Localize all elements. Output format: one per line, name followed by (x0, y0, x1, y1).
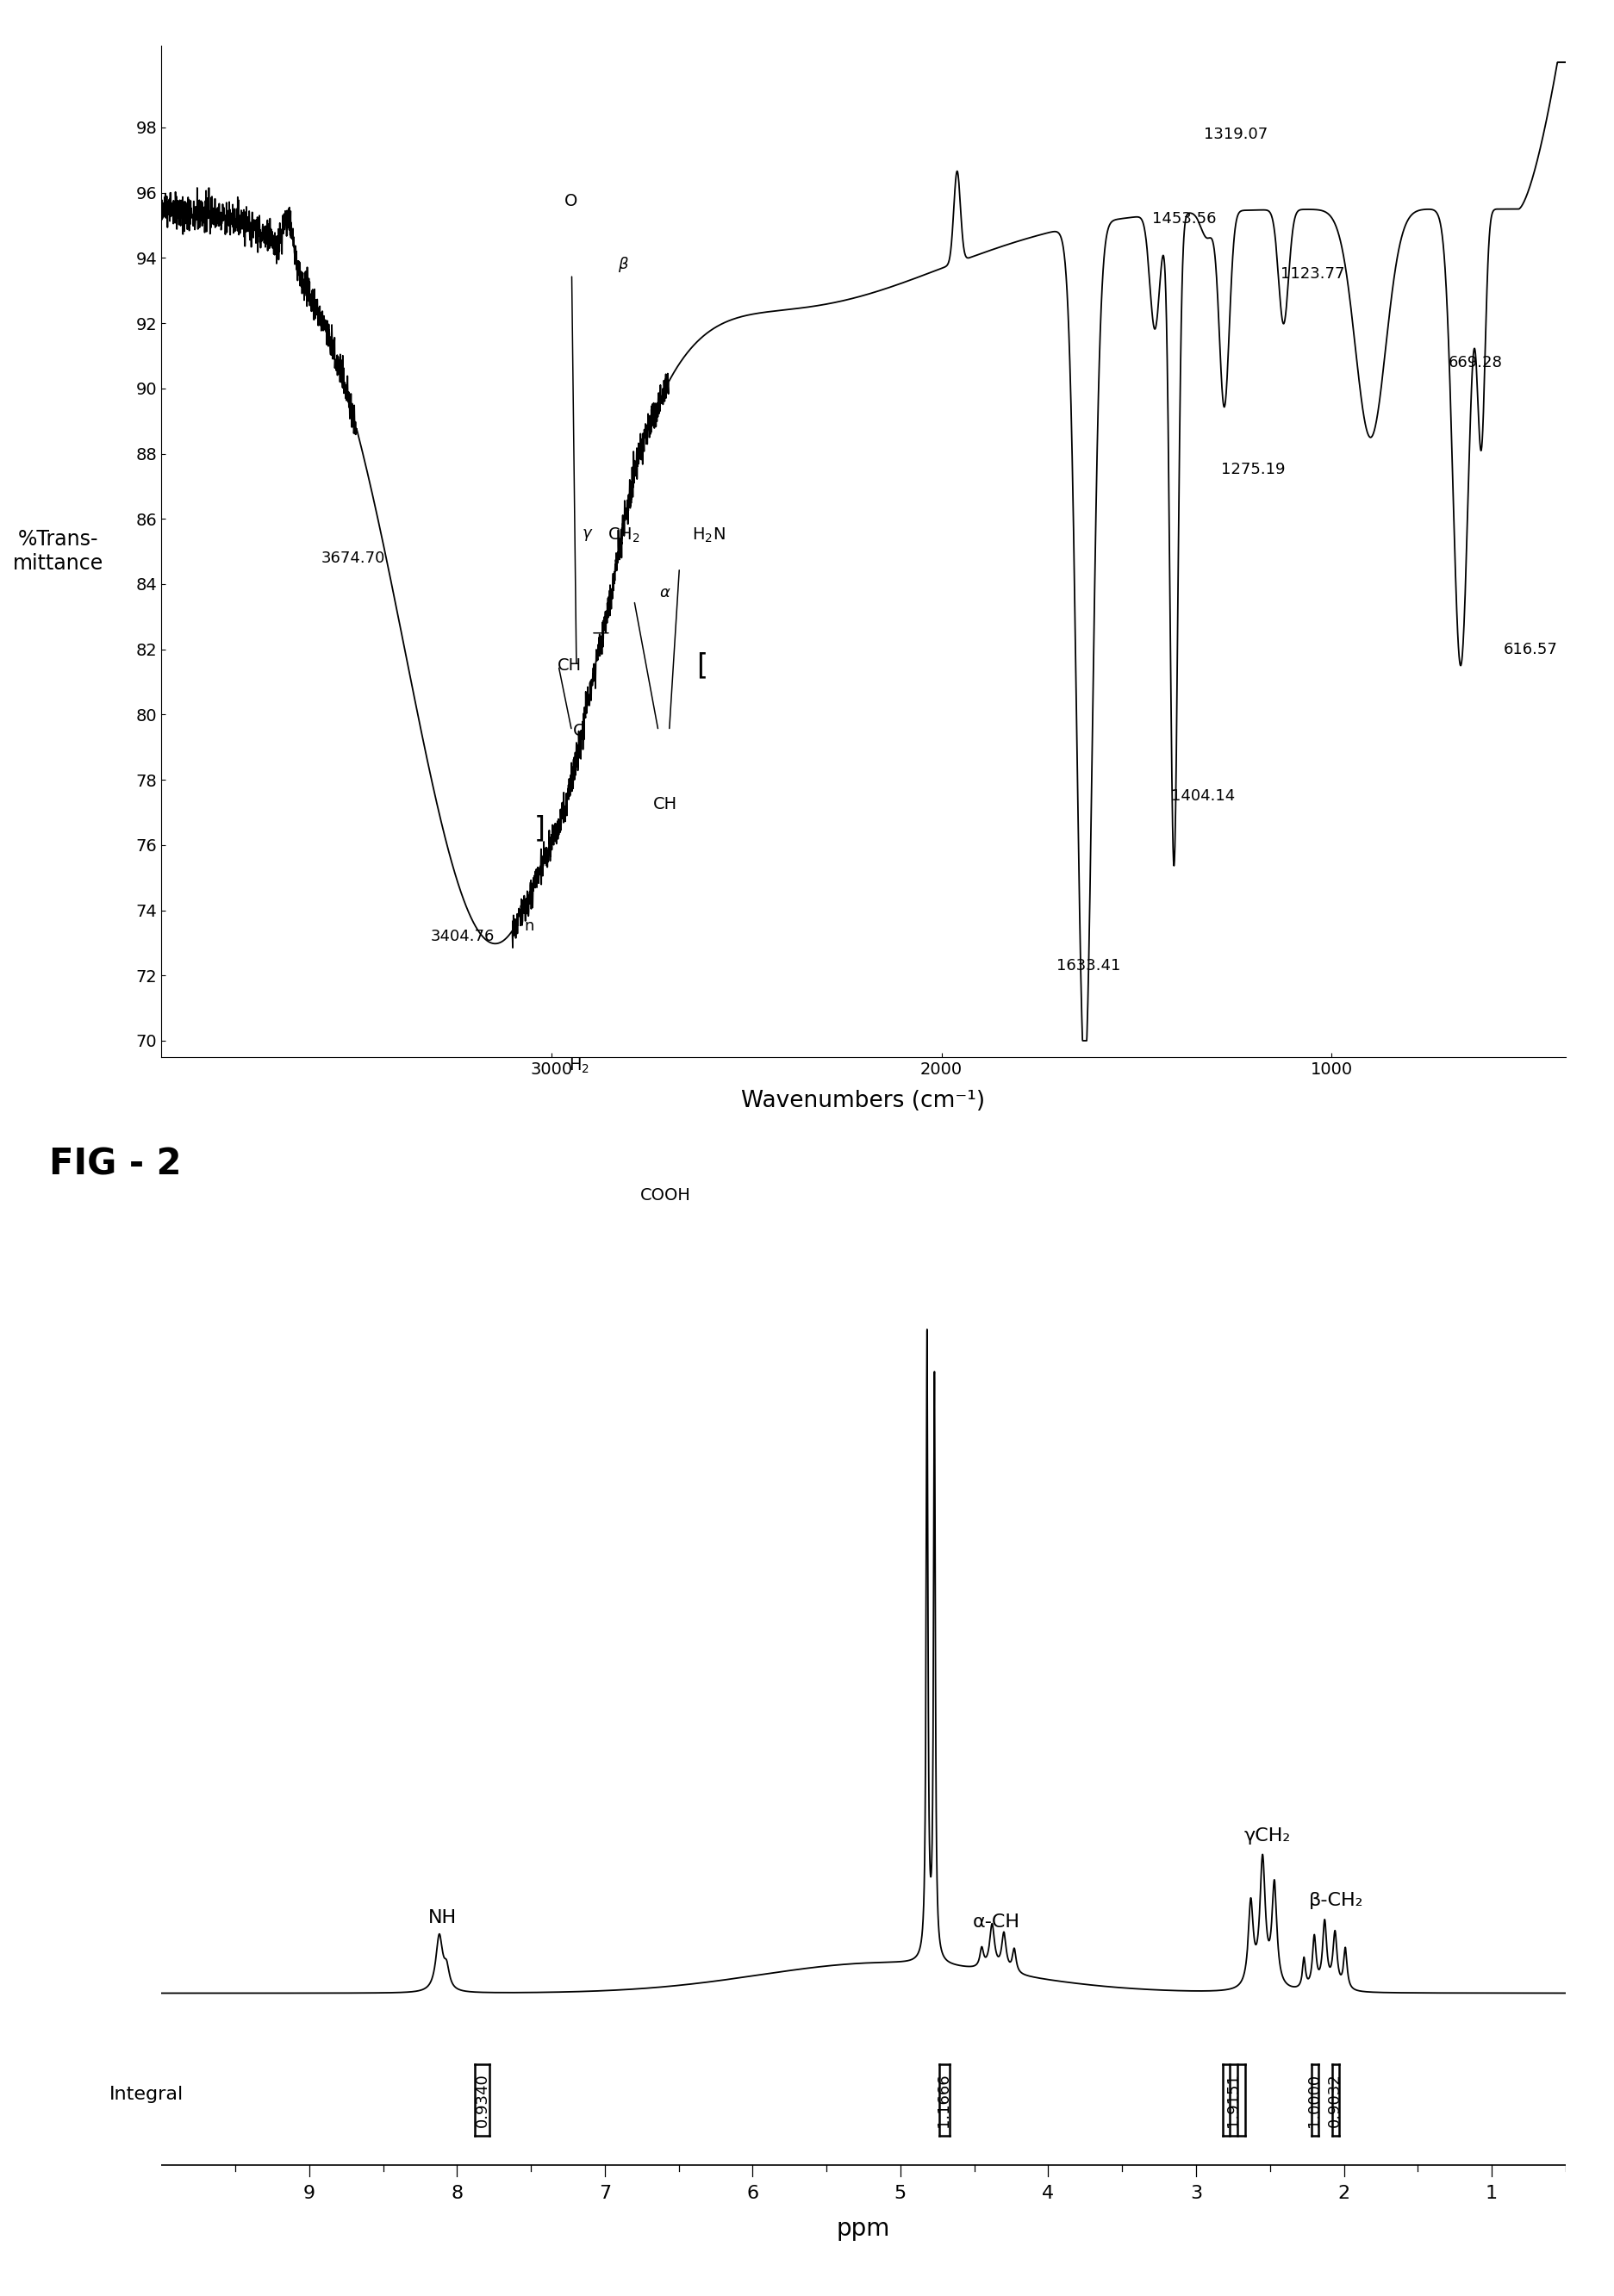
Text: 3: 3 (1190, 2186, 1202, 2202)
Text: 0.9032: 0.9032 (1327, 2073, 1343, 2128)
Text: $\gamma$: $\gamma$ (581, 528, 592, 542)
Text: 1275.19: 1275.19 (1222, 461, 1285, 478)
Text: 1633.41: 1633.41 (1057, 957, 1120, 974)
Text: 616.57: 616.57 (1503, 641, 1558, 657)
Text: γCH₂: γCH₂ (1244, 1828, 1290, 1844)
Text: ppm: ppm (836, 2218, 891, 2241)
Text: β-CH₂: β-CH₂ (1309, 1892, 1364, 1910)
Text: 1: 1 (1485, 2186, 1498, 2202)
Text: NH: NH (428, 1910, 457, 1926)
Text: 2: 2 (1338, 2186, 1349, 2202)
Text: CH: CH (654, 797, 678, 813)
Text: α-CH: α-CH (973, 1913, 1020, 1931)
Text: 8: 8 (450, 2186, 463, 2202)
Text: 4: 4 (1043, 2186, 1054, 2202)
Text: $\beta$: $\beta$ (618, 255, 629, 273)
Text: $\alpha$: $\alpha$ (660, 585, 671, 599)
Text: 1123.77: 1123.77 (1282, 266, 1344, 282)
Text: CH: CH (557, 657, 581, 673)
Text: 1453.56: 1453.56 (1152, 211, 1217, 227)
Text: n: n (525, 918, 534, 934)
Text: FIG - 2: FIG - 2 (48, 1146, 181, 1182)
Text: 1.9151: 1.9151 (1225, 2073, 1241, 2128)
Text: 1404.14: 1404.14 (1170, 788, 1235, 804)
Text: 3404.76: 3404.76 (431, 928, 494, 944)
Text: [: [ (696, 652, 707, 680)
Text: 6: 6 (747, 2186, 759, 2202)
Text: 669.28: 669.28 (1449, 354, 1503, 370)
Text: 5: 5 (894, 2186, 907, 2202)
Text: 7: 7 (599, 2186, 612, 2202)
Text: 1.1666: 1.1666 (936, 2073, 951, 2128)
Text: O: O (565, 193, 578, 209)
Text: 1319.07: 1319.07 (1204, 126, 1267, 142)
Text: 1.0000: 1.0000 (1307, 2073, 1322, 2126)
Text: ]: ] (534, 815, 546, 843)
Text: Integral: Integral (110, 2085, 184, 2103)
Text: 9: 9 (303, 2186, 315, 2202)
Text: C: C (573, 723, 584, 739)
Text: H$_2$N: H$_2$N (692, 526, 725, 544)
Text: COOH: COOH (641, 1187, 691, 1203)
Text: H$_2$: H$_2$ (568, 1056, 589, 1075)
X-axis label: Wavenumbers (cm⁻¹): Wavenumbers (cm⁻¹) (741, 1091, 986, 1111)
Text: CH$_2$: CH$_2$ (607, 526, 639, 544)
Text: 3674.70: 3674.70 (321, 551, 386, 565)
Text: 0.9340: 0.9340 (475, 2073, 491, 2128)
Y-axis label: %Trans-
mittance: %Trans- mittance (13, 528, 103, 574)
